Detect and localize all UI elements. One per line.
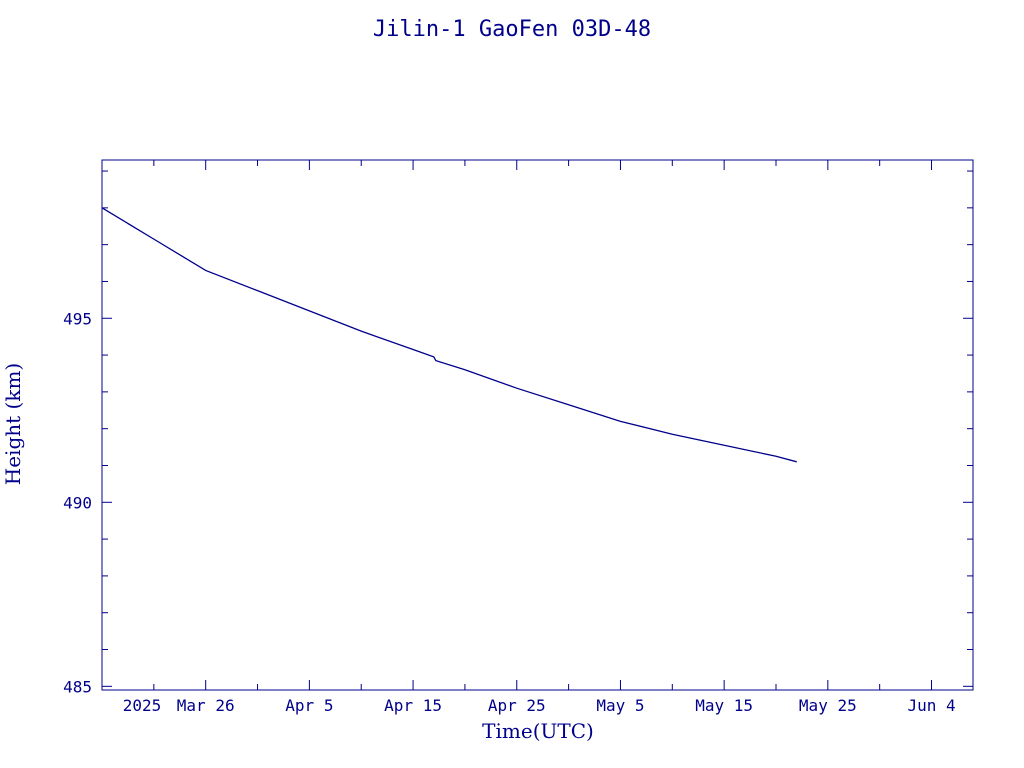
x-tick-label: Jun 4 — [907, 696, 955, 715]
x-tick-label: Mar 26 — [177, 696, 235, 715]
x-tick-label: Apr 5 — [285, 696, 333, 715]
x-tick-label: May 15 — [695, 696, 753, 715]
y-axis-ticks — [102, 170, 973, 687]
chart-title: Jilin-1 GaoFen 03D-48 — [373, 17, 651, 42]
x-axis-tick-labels: 2025 Mar 26 Apr 5 Apr 15 Apr 25 May 5 May 15 Ma… — [123, 696, 956, 715]
x-axis-ticks — [101, 160, 933, 690]
x-tick-label: May 5 — [596, 696, 644, 715]
y-tick-label: 485 — [63, 677, 92, 696]
y-tick-label: 490 — [63, 493, 92, 512]
x-tick-label: Apr 25 — [488, 696, 546, 715]
height-series-line — [101, 207, 797, 463]
y-axis-label: Height (km) — [1, 363, 25, 485]
x-tick-label: Apr 15 — [384, 696, 442, 715]
y-tick-label: 495 — [63, 309, 92, 328]
plot-frame — [101, 159, 974, 691]
x-tick-label: May 25 — [799, 696, 857, 715]
x-tick-label: 2025 — [123, 696, 162, 715]
x-axis-label: Time(UTC) — [482, 719, 594, 743]
y-axis-tick-labels: 485 490 495 — [63, 309, 92, 696]
